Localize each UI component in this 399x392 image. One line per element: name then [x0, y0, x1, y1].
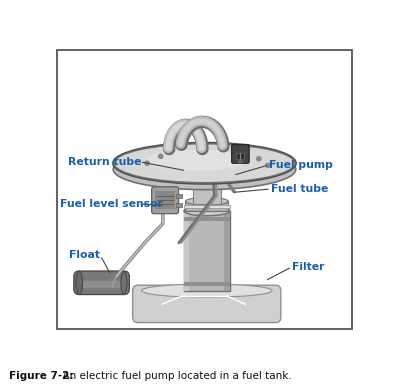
- Bar: [184, 205, 230, 208]
- Circle shape: [159, 154, 163, 158]
- FancyBboxPatch shape: [132, 285, 281, 323]
- FancyBboxPatch shape: [152, 187, 178, 214]
- FancyBboxPatch shape: [232, 145, 249, 163]
- Text: Fuel tube: Fuel tube: [271, 184, 328, 194]
- Bar: [193, 162, 221, 204]
- Bar: [191, 180, 223, 188]
- Circle shape: [266, 163, 270, 167]
- FancyBboxPatch shape: [74, 271, 129, 294]
- Bar: [176, 203, 182, 207]
- Bar: [235, 153, 244, 159]
- Bar: [155, 191, 175, 209]
- Ellipse shape: [237, 160, 244, 163]
- Ellipse shape: [113, 149, 296, 190]
- Bar: [184, 211, 230, 291]
- Text: Fuel pump: Fuel pump: [269, 160, 333, 170]
- Bar: [186, 201, 228, 211]
- Ellipse shape: [114, 143, 295, 183]
- Ellipse shape: [191, 177, 223, 183]
- Bar: [184, 211, 190, 291]
- Circle shape: [257, 157, 261, 161]
- Ellipse shape: [193, 159, 221, 165]
- Bar: [184, 216, 230, 221]
- Text: An electric fuel pump located in a fuel tank.: An electric fuel pump located in a fuel …: [56, 371, 292, 381]
- Circle shape: [145, 161, 149, 165]
- Ellipse shape: [184, 206, 230, 216]
- Ellipse shape: [76, 271, 83, 294]
- Text: Return tube: Return tube: [68, 157, 142, 167]
- Text: Figure 7-2:: Figure 7-2:: [9, 371, 73, 381]
- Ellipse shape: [142, 284, 272, 297]
- Ellipse shape: [121, 272, 127, 294]
- Text: Fuel level sensor: Fuel level sensor: [59, 199, 163, 209]
- Bar: [184, 282, 230, 286]
- Bar: [176, 194, 182, 198]
- Text: Filter: Filter: [292, 262, 324, 272]
- Bar: [224, 211, 230, 291]
- Ellipse shape: [146, 149, 245, 171]
- FancyBboxPatch shape: [81, 281, 122, 288]
- Text: Float: Float: [69, 250, 100, 260]
- Ellipse shape: [186, 198, 228, 205]
